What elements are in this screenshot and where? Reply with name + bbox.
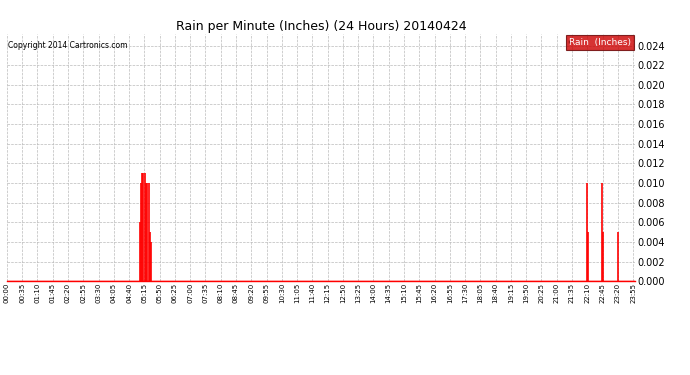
Legend: Rain  (Inches): Rain (Inches) <box>566 34 634 50</box>
Title: Rain per Minute (Inches) (24 Hours) 20140424: Rain per Minute (Inches) (24 Hours) 2014… <box>175 20 466 33</box>
Text: Copyright 2014 Cartronics.com: Copyright 2014 Cartronics.com <box>8 41 128 50</box>
